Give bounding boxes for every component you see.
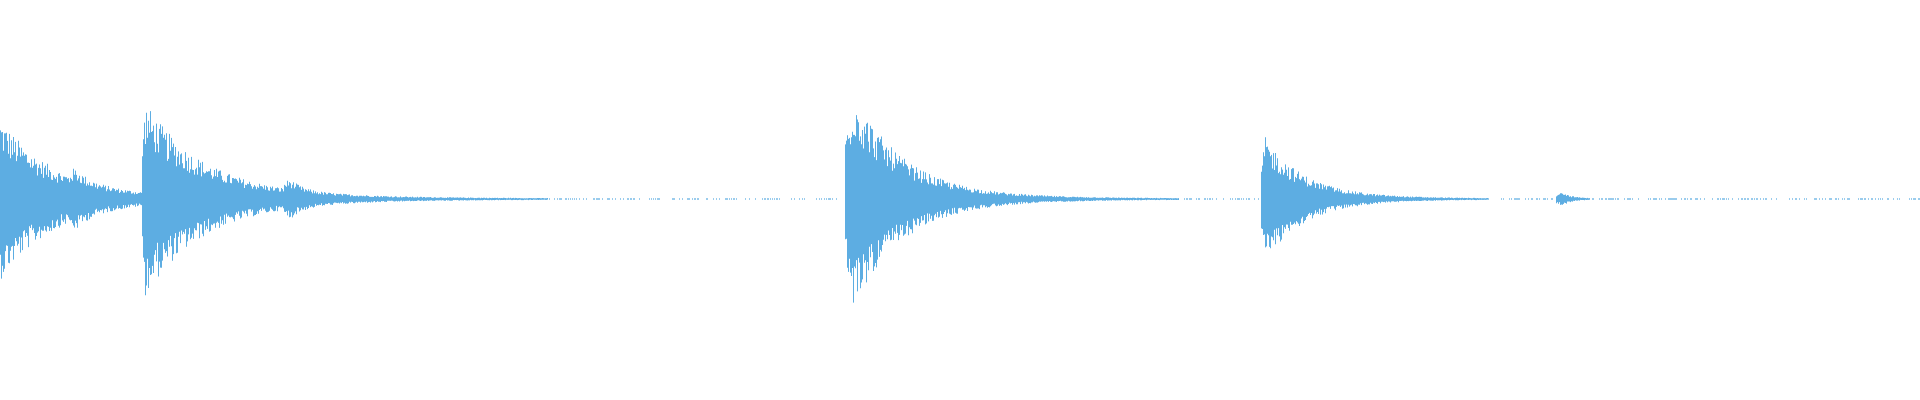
waveform-trace [0, 111, 1920, 303]
